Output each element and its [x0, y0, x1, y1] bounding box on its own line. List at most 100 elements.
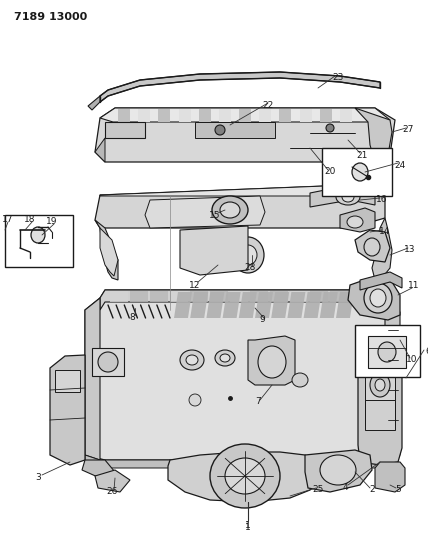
Ellipse shape	[186, 355, 198, 365]
Text: 27: 27	[402, 125, 414, 134]
Ellipse shape	[215, 350, 235, 366]
Polygon shape	[250, 291, 268, 302]
Polygon shape	[239, 109, 251, 122]
Polygon shape	[355, 108, 392, 162]
Bar	[365, 345, 395, 425]
Text: 8: 8	[129, 313, 135, 322]
Ellipse shape	[375, 379, 385, 391]
Polygon shape	[320, 109, 332, 122]
Polygon shape	[330, 291, 348, 302]
Text: 3: 3	[35, 473, 41, 482]
Polygon shape	[195, 122, 275, 138]
Bar	[322, 148, 392, 196]
Polygon shape	[350, 291, 368, 302]
Polygon shape	[360, 272, 402, 290]
Polygon shape	[174, 292, 192, 318]
Ellipse shape	[212, 196, 248, 224]
Polygon shape	[370, 291, 388, 302]
Bar	[388, 335, 398, 385]
Polygon shape	[178, 109, 190, 122]
Ellipse shape	[370, 373, 390, 397]
Polygon shape	[355, 230, 390, 262]
Ellipse shape	[220, 202, 240, 218]
Polygon shape	[158, 109, 170, 122]
Text: 7: 7	[255, 398, 261, 407]
Text: 22: 22	[262, 101, 273, 109]
Polygon shape	[210, 291, 228, 302]
Polygon shape	[110, 291, 128, 302]
Ellipse shape	[326, 124, 334, 132]
Ellipse shape	[215, 125, 225, 135]
Bar	[365, 400, 395, 430]
Polygon shape	[310, 291, 328, 302]
Polygon shape	[290, 291, 308, 302]
Ellipse shape	[320, 455, 356, 485]
Polygon shape	[168, 452, 318, 502]
Polygon shape	[150, 291, 168, 302]
Polygon shape	[206, 292, 224, 318]
Polygon shape	[100, 290, 398, 312]
Text: 26: 26	[106, 488, 118, 497]
Bar	[5, 215, 73, 267]
Polygon shape	[230, 291, 248, 302]
Polygon shape	[372, 218, 392, 280]
Polygon shape	[375, 462, 405, 492]
Polygon shape	[279, 109, 291, 122]
Ellipse shape	[210, 444, 280, 508]
Polygon shape	[248, 336, 295, 385]
Text: 24: 24	[394, 160, 406, 169]
Ellipse shape	[347, 216, 363, 228]
Polygon shape	[300, 109, 312, 122]
Polygon shape	[340, 208, 375, 232]
Ellipse shape	[232, 237, 264, 273]
Ellipse shape	[364, 283, 392, 313]
Polygon shape	[305, 450, 372, 492]
Ellipse shape	[352, 163, 368, 181]
Polygon shape	[219, 109, 231, 122]
Text: 18: 18	[24, 215, 36, 224]
Text: 25: 25	[312, 486, 324, 495]
Polygon shape	[130, 291, 148, 302]
Ellipse shape	[31, 227, 45, 243]
Ellipse shape	[225, 458, 265, 494]
Polygon shape	[105, 122, 145, 138]
Text: 13: 13	[404, 246, 416, 254]
Ellipse shape	[220, 354, 230, 362]
Polygon shape	[82, 460, 115, 478]
Bar	[368, 336, 406, 368]
Text: 10: 10	[406, 356, 418, 365]
Ellipse shape	[239, 245, 257, 265]
Polygon shape	[170, 291, 188, 302]
Text: 2: 2	[369, 486, 375, 495]
Polygon shape	[271, 292, 289, 318]
Polygon shape	[255, 292, 273, 318]
Text: 11: 11	[408, 280, 420, 289]
Polygon shape	[239, 292, 257, 318]
Bar	[355, 325, 420, 377]
Polygon shape	[138, 109, 150, 122]
Polygon shape	[287, 292, 306, 318]
Polygon shape	[348, 278, 400, 320]
Polygon shape	[85, 298, 100, 460]
Text: 12: 12	[189, 280, 201, 289]
Polygon shape	[270, 291, 288, 302]
Text: 21: 21	[357, 150, 368, 159]
Polygon shape	[385, 302, 400, 460]
Polygon shape	[95, 470, 130, 492]
Polygon shape	[88, 96, 100, 110]
Ellipse shape	[180, 350, 204, 370]
Ellipse shape	[364, 238, 380, 256]
Text: 14: 14	[379, 228, 391, 237]
Polygon shape	[303, 292, 321, 318]
Polygon shape	[85, 290, 400, 460]
Ellipse shape	[342, 192, 354, 202]
Polygon shape	[95, 185, 385, 228]
Polygon shape	[145, 196, 265, 228]
Polygon shape	[180, 226, 248, 275]
Text: 23: 23	[332, 74, 344, 83]
Polygon shape	[340, 109, 352, 122]
Polygon shape	[100, 228, 118, 276]
Text: 7189 13000: 7189 13000	[14, 12, 87, 22]
Text: 19: 19	[46, 217, 58, 227]
Polygon shape	[100, 72, 380, 102]
